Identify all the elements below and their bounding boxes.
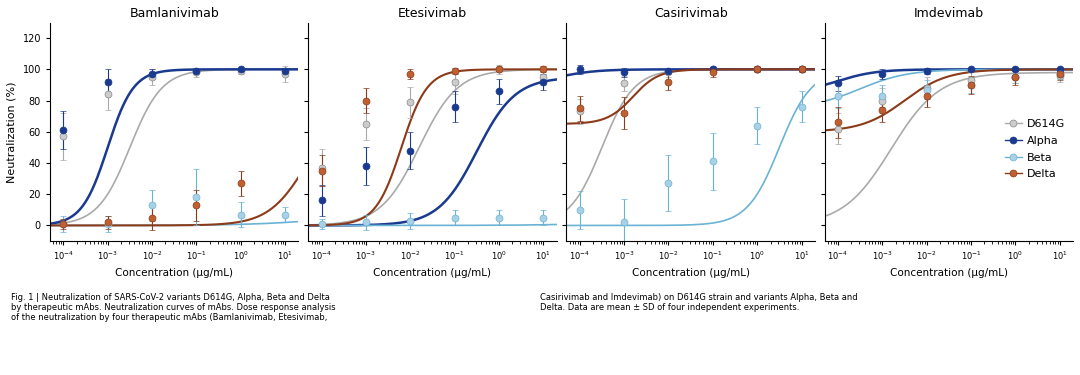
X-axis label: Concentration (μg/mL): Concentration (μg/mL) <box>890 268 1008 278</box>
Title: Etesivimab: Etesivimab <box>397 7 467 20</box>
X-axis label: Concentration (μg/mL): Concentration (μg/mL) <box>116 268 233 278</box>
Title: Bamlanivimab: Bamlanivimab <box>130 7 219 20</box>
X-axis label: Concentration (μg/mL): Concentration (μg/mL) <box>374 268 491 278</box>
Y-axis label: Neutralization (%): Neutralization (%) <box>6 81 17 183</box>
Title: Casirivimab: Casirivimab <box>653 7 728 20</box>
Text: Casirivimab and Imdevimab) on D614G strain and variants Alpha, Beta and
Delta. D: Casirivimab and Imdevimab) on D614G stra… <box>540 292 858 312</box>
Text: Fig. 1 | Neutralization of SARS-CoV-2 variants D614G, Alpha, Beta and Delta
by t: Fig. 1 | Neutralization of SARS-CoV-2 va… <box>11 292 336 322</box>
X-axis label: Concentration (μg/mL): Concentration (μg/mL) <box>632 268 750 278</box>
Legend: D614G, Alpha, Beta, Delta: D614G, Alpha, Beta, Delta <box>1001 115 1070 184</box>
Title: Imdevimab: Imdevimab <box>914 7 984 20</box>
